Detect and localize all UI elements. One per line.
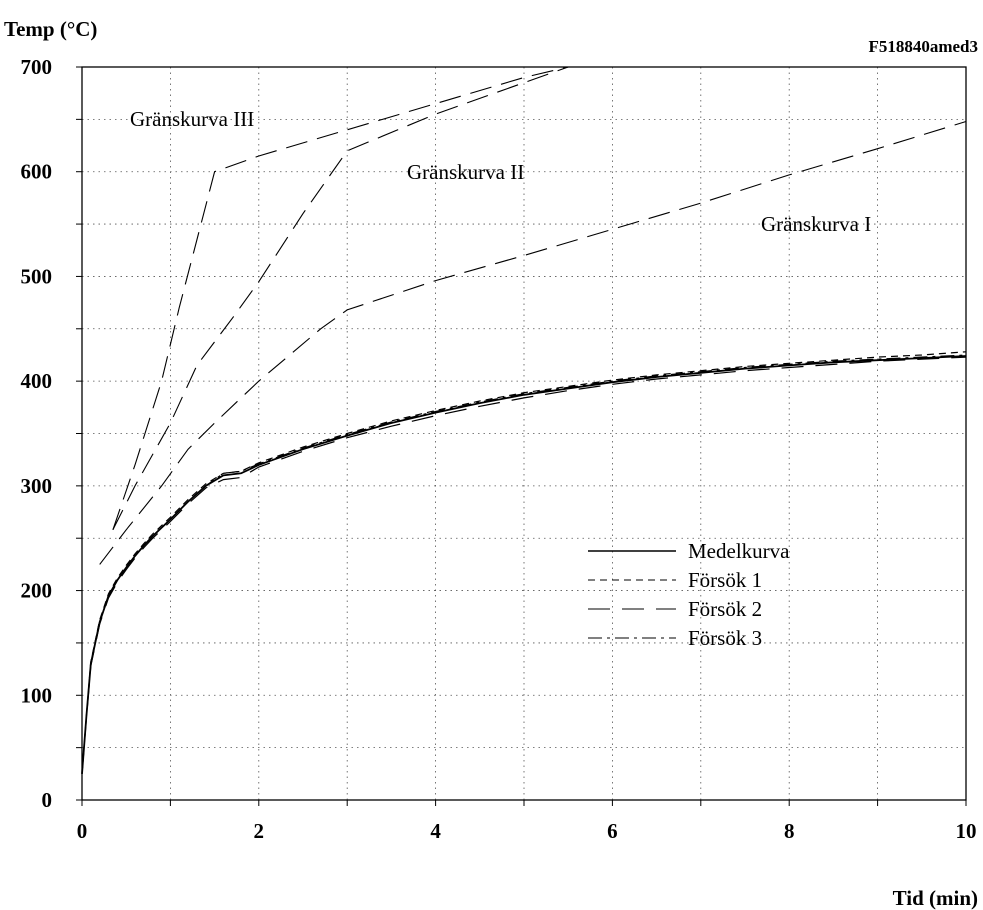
y-tick-label: 200 [21, 579, 53, 603]
x-tick-label: 6 [607, 819, 618, 843]
legend-label-forsok-2: Försök 2 [688, 597, 762, 621]
x-tick-label: 8 [784, 819, 795, 843]
series-forsok-3 [81, 354, 967, 774]
x-tick-label: 0 [77, 819, 88, 843]
y-tick-label: 600 [21, 160, 53, 184]
legend-label-medelkurva: Medelkurva [688, 539, 790, 563]
x-axis-label: Tid (min) [893, 886, 978, 910]
x-tick-label: 2 [254, 819, 265, 843]
y-tick-label: 400 [21, 369, 53, 393]
limit-curve-ii [112, 66, 569, 531]
y-tick-label: 500 [21, 264, 53, 288]
limit-curve-i [99, 120, 967, 565]
series-lines [81, 351, 967, 774]
series-forsok-2 [81, 356, 967, 774]
y-axis-label: Temp (°C) [4, 17, 97, 41]
x-tick-label: 10 [956, 819, 977, 843]
legend: Medelkurva Försök 1 Försök 2 Försök 3 [588, 539, 790, 650]
annotation-granskurva-iii: Gränskurva III [130, 107, 254, 131]
chart-code: F518840amed3 [868, 37, 978, 56]
y-tick-label: 100 [21, 683, 53, 707]
annotation-granskurva-ii: Gränskurva II [407, 160, 524, 184]
limit-curve-iii [112, 66, 569, 530]
y-tick-label: 700 [21, 55, 53, 79]
legend-label-forsok-3: Försök 3 [688, 626, 762, 650]
y-tick-label: 0 [42, 788, 53, 812]
grid-lines [82, 67, 966, 800]
x-tick-label: 4 [430, 819, 441, 843]
y-tick-label: 300 [21, 474, 53, 498]
series-medelkurva [81, 355, 967, 774]
series-forsok-1 [81, 351, 967, 774]
annotation-granskurva-i: Gränskurva I [761, 212, 871, 236]
legend-label-forsok-1: Försök 1 [688, 568, 762, 592]
limit-curves [99, 66, 967, 565]
axes [76, 66, 967, 806]
